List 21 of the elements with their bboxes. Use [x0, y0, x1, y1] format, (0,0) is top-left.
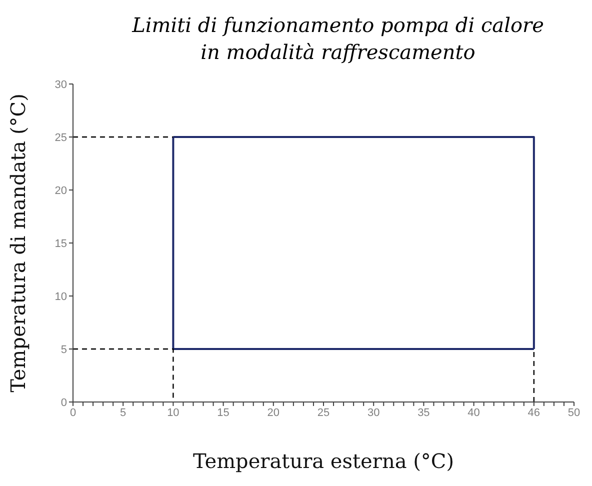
x-tick-label: 30	[367, 406, 380, 419]
x-tick-label: 40	[468, 406, 480, 419]
y-tick-label: 0	[60, 396, 67, 409]
y-tick-label: 5	[60, 344, 67, 356]
x-tick-label: 46	[528, 406, 540, 419]
x-tick-label: 50	[568, 406, 580, 419]
x-tick-label: 0	[70, 406, 76, 419]
x-tick-label: 10	[167, 406, 180, 419]
x-tick-label: 20	[267, 406, 280, 419]
y-tick-label: 25	[54, 132, 67, 144]
y-tick-label: 10	[54, 290, 67, 303]
x-axis-title: Temperatura esterna (°C)	[192, 449, 454, 473]
x-tick-label: 25	[317, 406, 330, 419]
x-tick-label: 35	[418, 406, 430, 419]
x-tick-label: 5	[120, 406, 126, 419]
x-tick-label: 15	[217, 406, 230, 419]
y-tick-label: 30	[54, 78, 67, 91]
y-axis-title: Temperatura di mandata (°C)	[6, 94, 30, 392]
y-tick-label: 20	[54, 184, 67, 197]
y-tick-label: 15	[54, 238, 67, 250]
chart-title: Limiti di funzionamento pompa di calore in modalità raffrescamento	[130, 12, 545, 66]
